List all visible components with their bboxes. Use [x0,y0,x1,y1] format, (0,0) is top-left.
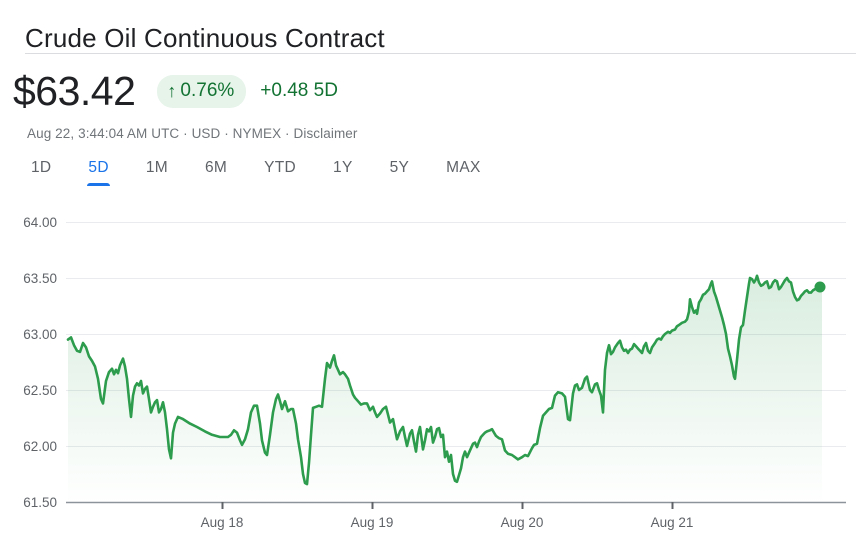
svg-text:62.00: 62.00 [23,439,57,454]
x-axis-labels: Aug 18 Aug 19 Aug 20 Aug 21 [201,515,694,530]
tab-1m[interactable]: 1M [146,155,168,186]
svg-text:Aug 20: Aug 20 [501,515,544,530]
price-value: $63.42 [13,68,136,114]
svg-text:62.50: 62.50 [23,383,57,398]
tab-1d[interactable]: 1D [31,155,51,186]
x-ticks [221,502,674,509]
svg-text:63.50: 63.50 [23,271,57,286]
change-percent-badge: ↑ 0.76% [157,74,247,108]
change-percent: 0.76% [180,79,235,101]
tab-5d[interactable]: 5D [87,155,111,186]
svg-text:63.00: 63.00 [23,327,57,342]
svg-text:61.50: 61.50 [23,495,57,510]
tab-5y[interactable]: 5Y [390,155,410,186]
disclaimer-link[interactable]: Disclaimer [293,126,358,141]
quote-header: $63.42 ↑ 0.76% +0.48 5D [13,68,338,114]
quote-meta-text: Aug 22, 3:44:04 AM UTC · USD · NYMEX · [27,126,290,141]
svg-text:Aug 19: Aug 19 [351,515,394,530]
change-absolute: +0.48 5D [260,80,338,101]
title-divider [25,53,856,54]
svg-text:Aug 21: Aug 21 [651,515,694,530]
price-line [66,274,824,486]
svg-text:Aug 18: Aug 18 [201,515,244,530]
arrow-up-icon: ↑ [167,80,177,101]
tab-ytd[interactable]: YTD [264,155,296,186]
last-price-dot [814,281,826,293]
page-title: Crude Oil Continuous Contract [25,23,385,54]
y-axis-labels: 64.00 63.50 63.00 62.50 62.00 61.50 [23,215,57,510]
quote-meta: Aug 22, 3:44:04 AM UTC · USD · NYMEX · D… [27,126,358,141]
tab-max[interactable]: MAX [446,155,481,186]
area-fill [68,275,822,502]
tab-1y[interactable]: 1Y [333,155,353,186]
range-tabs: 1D 5D 1M 6M YTD 1Y 5Y MAX [31,155,481,186]
svg-text:64.00: 64.00 [23,215,57,230]
tab-6m[interactable]: 6M [205,155,227,186]
